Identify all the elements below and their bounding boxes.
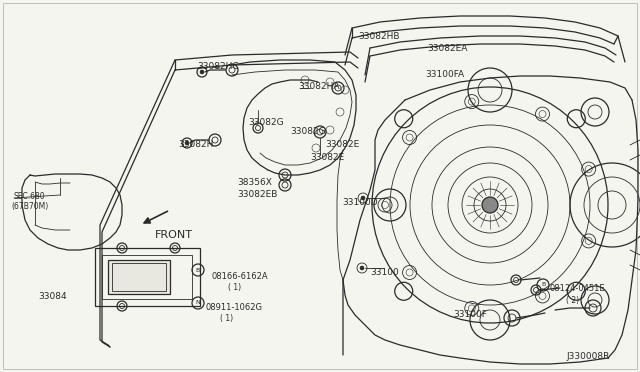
Text: ( 2): ( 2)	[566, 296, 579, 305]
Text: 33082G: 33082G	[248, 118, 284, 127]
Text: 33082EB: 33082EB	[237, 190, 277, 199]
Text: 38356X: 38356X	[237, 178, 272, 187]
Text: 08124-0451E: 08124-0451E	[549, 284, 605, 293]
Circle shape	[185, 141, 189, 145]
Text: 33100F: 33100F	[453, 310, 487, 319]
Text: B: B	[541, 282, 545, 288]
Text: 33082EA: 33082EA	[427, 44, 467, 53]
Circle shape	[200, 70, 204, 74]
Circle shape	[360, 266, 364, 270]
Bar	[102, 255, 192, 299]
Circle shape	[482, 197, 498, 213]
Text: 08166-6162A: 08166-6162A	[212, 272, 269, 281]
Text: FRONT: FRONT	[155, 230, 193, 240]
Bar	[112, 263, 166, 291]
Text: 33100D: 33100D	[342, 198, 378, 207]
Text: ( 1): ( 1)	[228, 283, 241, 292]
Text: 33082E: 33082E	[325, 140, 359, 149]
Text: 08911-1062G: 08911-1062G	[206, 303, 263, 312]
Circle shape	[361, 196, 365, 200]
Text: 33082HB: 33082HB	[358, 32, 399, 41]
Text: 33084: 33084	[38, 292, 67, 301]
Text: J330008R: J330008R	[566, 352, 609, 361]
Text: 33082HA: 33082HA	[298, 82, 339, 91]
Text: 33082HC: 33082HC	[197, 62, 239, 71]
Text: N: N	[196, 301, 200, 305]
Text: ( 1): ( 1)	[220, 314, 233, 323]
Bar	[95, 248, 200, 306]
Text: 33082E: 33082E	[310, 153, 344, 162]
Text: 33100: 33100	[370, 268, 399, 277]
Bar	[108, 260, 170, 294]
Text: B: B	[196, 267, 200, 273]
Text: (67B70M): (67B70M)	[11, 202, 48, 211]
Text: SEC.680: SEC.680	[14, 192, 45, 201]
Text: 33082G: 33082G	[290, 127, 326, 136]
Text: 33082H: 33082H	[178, 140, 213, 149]
Text: 33100FA: 33100FA	[425, 70, 464, 79]
